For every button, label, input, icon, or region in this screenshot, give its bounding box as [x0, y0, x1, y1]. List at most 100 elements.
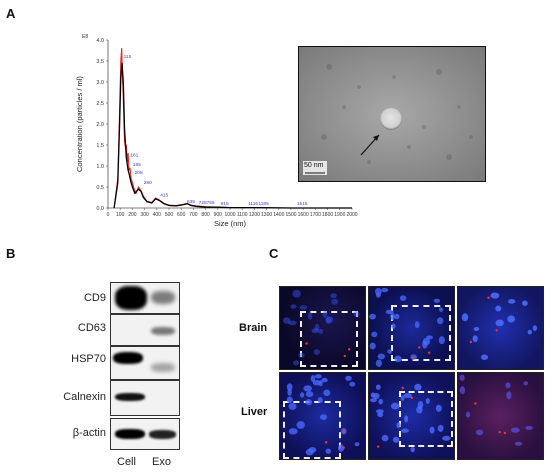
nucleus-dot [459, 386, 466, 395]
blot-label-beta-actin: β-actin [72, 427, 106, 439]
nucleus-dot [414, 383, 422, 391]
nucleus-dot [508, 299, 516, 304]
nucleus-dot [390, 402, 400, 410]
nucleus-dot [461, 313, 469, 322]
peak-annotation: 208 [135, 170, 143, 176]
nucleus-dot [325, 448, 331, 454]
peak-annotation: 635 [187, 199, 195, 205]
panel-c-letter: C [269, 246, 279, 261]
exosome-signal-dot [377, 445, 380, 448]
x-tick-label: 300 [140, 212, 149, 218]
peak-annotation: 280 [144, 180, 152, 186]
nucleus-dot [422, 337, 431, 346]
x-tick-label: 1400 [273, 212, 284, 218]
blot-strip-beta-actin [110, 418, 180, 450]
nucleus-dot [313, 349, 320, 355]
nucleus-dot [387, 349, 393, 354]
nucleus-dot [303, 385, 312, 392]
nucleus-dot [481, 354, 488, 360]
nucleus-dot [390, 312, 395, 321]
blot-strip-hsp70 [110, 346, 180, 380]
blot-strip-calnexin [110, 380, 180, 416]
peak-annotation: 161 [130, 153, 138, 159]
nucleus-dot [523, 381, 529, 386]
x-tick-label: 200 [128, 212, 137, 218]
nucleus-dot [404, 415, 409, 423]
peak-annotation: 185 [133, 162, 141, 168]
nucleus-dot [473, 327, 480, 331]
nucleus-dot [514, 441, 523, 446]
blot-label-hsp70: HSP70 [71, 353, 106, 365]
nucleus-dot [381, 287, 389, 293]
nucleus-dot [495, 319, 504, 327]
nucleus-dot [331, 298, 339, 305]
nucleus-dot [345, 375, 352, 381]
x-tick-label: 1500 [285, 212, 296, 218]
nucleus-dot [490, 292, 500, 299]
nucleus-dot [370, 398, 377, 403]
nucleus-dot [396, 422, 401, 429]
nucleus-dot [437, 317, 444, 325]
vesicle [380, 108, 402, 130]
nucleus-dot [318, 380, 323, 387]
row-label-liver: Liver [241, 406, 268, 418]
nucleus-dot [376, 409, 384, 414]
blot-strip-cd9 [110, 282, 180, 314]
micrograph-brain-3 [457, 286, 544, 370]
nucleus-dot [287, 389, 292, 396]
exosome-signal-dot [495, 329, 498, 332]
x-tick-label: 1100 [237, 212, 248, 218]
nucleus-dot [322, 310, 328, 318]
nucleus-dot [305, 391, 314, 398]
exosome-signal-dot [412, 356, 415, 359]
exosome-signal-dot [343, 354, 346, 358]
peak-annotation: 755 [207, 200, 215, 206]
nucleus-dot [522, 300, 528, 306]
nucleus-dot [403, 393, 412, 399]
y-tick-label: 2.0 [96, 122, 104, 128]
nucleus-dot [311, 328, 319, 334]
exosome-signal-dot [342, 446, 345, 449]
nucleus-dot [296, 421, 305, 429]
nucleus-dot [325, 316, 332, 324]
x-tick-label: 1700 [310, 212, 321, 218]
nucleus-dot [314, 374, 322, 379]
nucleus-dot [394, 355, 402, 363]
row-label-brain: Brain [239, 322, 268, 334]
peak-annotation: 115 [124, 54, 132, 60]
peak-annotation: 915 [221, 201, 229, 207]
nucleus-dot [283, 317, 291, 324]
peak-annotation: 415 [160, 193, 168, 199]
nucleus-dot [433, 298, 441, 303]
nucleus-dot [305, 399, 313, 406]
nucleus-dot [288, 428, 298, 435]
nucleus-dot [472, 335, 478, 343]
y-axis-label: Concentration (particles / ml) [75, 76, 84, 172]
x-axis-label: Size (nm) [214, 219, 247, 228]
x-tick-label: 1300 [261, 212, 272, 218]
nucleus-dot [286, 383, 293, 391]
panel-b-letter: B [6, 246, 16, 261]
exosome-signal-dot [469, 340, 473, 344]
x-tick-label: 700 [189, 212, 198, 218]
exosome-signal-dot [498, 430, 501, 434]
nucleus-dot [525, 425, 533, 430]
nucleus-dot [323, 389, 331, 397]
exosome-signal-dot [418, 346, 421, 349]
nucleus-dot [369, 342, 376, 350]
exosome-signal-dot [487, 296, 490, 299]
series-line-0 [113, 62, 352, 209]
nucleus-dot [292, 289, 301, 298]
nucleus-dot [288, 402, 297, 410]
nucleus-dot [416, 406, 423, 414]
x-tick-label: 1600 [298, 212, 309, 218]
nta-size-distribution-chart: E8 4.0 3.5 3.0 2.5 2.0 1.5 1.0 0.5 0.00 100 200 300 4… [75, 34, 358, 228]
micrograph-brain-1 [279, 286, 366, 370]
nucleus-dot [400, 395, 405, 401]
nucleus-dot [459, 374, 465, 381]
y-tick-label: 3.0 [96, 80, 104, 86]
x-tick-label: 0 [107, 212, 110, 218]
exosome-signal-dot [305, 342, 308, 345]
nucleus-dot [394, 313, 400, 320]
y-tick-label: 0.0 [96, 206, 104, 212]
